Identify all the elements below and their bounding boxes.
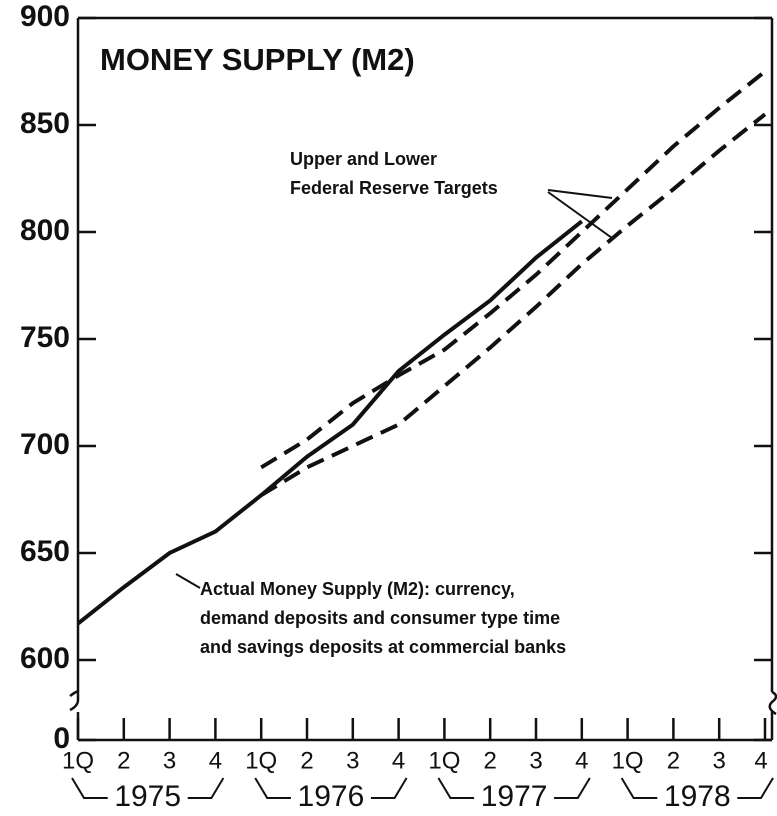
series-line (76, 219, 584, 626)
x-tick-label: 4 (392, 747, 405, 774)
year-label: 1975 (114, 780, 181, 813)
annotation: demand deposits and consumer type time (200, 608, 560, 628)
x-tick-label: 2 (667, 747, 680, 774)
x-tick-label: 2 (484, 747, 497, 774)
year-label: 1977 (481, 780, 548, 813)
annotation: Federal Reserve Targets (290, 178, 498, 198)
x-tick-label: 3 (529, 747, 542, 774)
x-tick-label: 1Q (612, 747, 644, 774)
y-tick-label: 750 (20, 321, 70, 354)
x-tick-label: 2 (117, 747, 130, 774)
y-tick-label: 850 (20, 107, 70, 140)
year-brace (620, 777, 774, 799)
year-brace (254, 777, 408, 799)
y-tick-label: 800 (20, 214, 70, 247)
x-tick-label: 4 (754, 747, 767, 774)
y-tick-label: 700 (20, 428, 70, 461)
chart-title: MONEY SUPPLY (M2) (100, 42, 415, 77)
annotation: and savings deposits at commercial banks (200, 637, 566, 657)
y-tick-label: 600 (20, 642, 70, 675)
annotation: Upper and Lower (290, 149, 437, 169)
x-tick-label: 3 (163, 747, 176, 774)
year-label: 1976 (298, 780, 365, 813)
y-tick-label: 900 (20, 0, 70, 33)
frame (69, 16, 777, 742)
year-label: 1978 (664, 780, 731, 813)
x-tick-label: 3 (713, 747, 726, 774)
x-tick-label: 1Q (62, 747, 94, 774)
x-tick-label: 4 (209, 747, 222, 774)
x-tick-label: 2 (300, 747, 313, 774)
annotation: Actual Money Supply (M2): currency, (200, 579, 515, 599)
year-brace (437, 777, 591, 799)
x-tick-label: 4 (575, 747, 588, 774)
annotation-pointers (175, 189, 613, 589)
series-line (260, 112, 767, 497)
y-tick-label: 0 (53, 722, 70, 755)
year-brace (71, 777, 225, 799)
x-tick-label: 3 (346, 747, 359, 774)
x-tick-label: 1Q (245, 747, 277, 774)
y-tick-label: 650 (20, 535, 70, 568)
x-tick-label: 1Q (428, 747, 460, 774)
series-line (260, 69, 767, 470)
